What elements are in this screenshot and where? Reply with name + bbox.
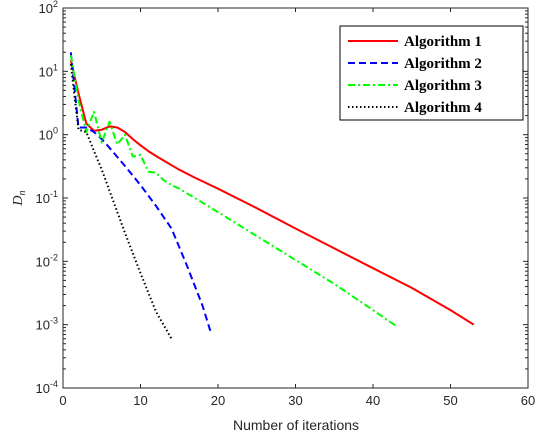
y-axis-label-subscript: n (17, 190, 28, 195)
x-tick-label: 60 (521, 393, 535, 408)
x-tick-label: 40 (366, 393, 380, 408)
y-tick-label: 100 (39, 126, 58, 143)
y-axis-label-main: D (11, 195, 26, 206)
y-tick-label: 101 (39, 62, 58, 79)
y-tick-label: 10-4 (36, 379, 58, 396)
series-line-2 (69, 52, 212, 332)
y-tick-label: 10-1 (36, 189, 58, 206)
legend: Algorithm 1 Algorithm 2 Algorithm 3 Algorit… (339, 25, 524, 121)
x-tick-label: 50 (443, 393, 457, 408)
series-line-3 (69, 55, 397, 327)
y-axis-label: Dn (11, 190, 28, 206)
x-tick-label: 0 (59, 393, 66, 408)
legend-label-2: Algorithm 2 (404, 56, 482, 72)
x-tick-label: 20 (211, 393, 225, 408)
x-axis: 0 10 20 30 40 50 60 (59, 8, 535, 408)
y-tick-label: 10-2 (36, 252, 58, 269)
legend-label-1: Algorithm 1 (404, 34, 482, 50)
y-axis: 102 101 100 10-1 10-2 10-3 10-4 (36, 0, 528, 396)
x-tick-label: 30 (288, 393, 302, 408)
y-tick-label: 10-3 (36, 316, 58, 333)
x-tick-label: 10 (133, 393, 147, 408)
y-axis-label-group: Dn (11, 190, 28, 206)
x-axis-label: Number of iterations (233, 417, 359, 433)
y-tick-label: 102 (39, 0, 58, 16)
legend-label-4: Algorithm 4 (404, 100, 482, 116)
series-line-1 (69, 59, 475, 326)
legend-label-3: Algorithm 3 (404, 78, 482, 94)
series-layer (69, 52, 475, 340)
